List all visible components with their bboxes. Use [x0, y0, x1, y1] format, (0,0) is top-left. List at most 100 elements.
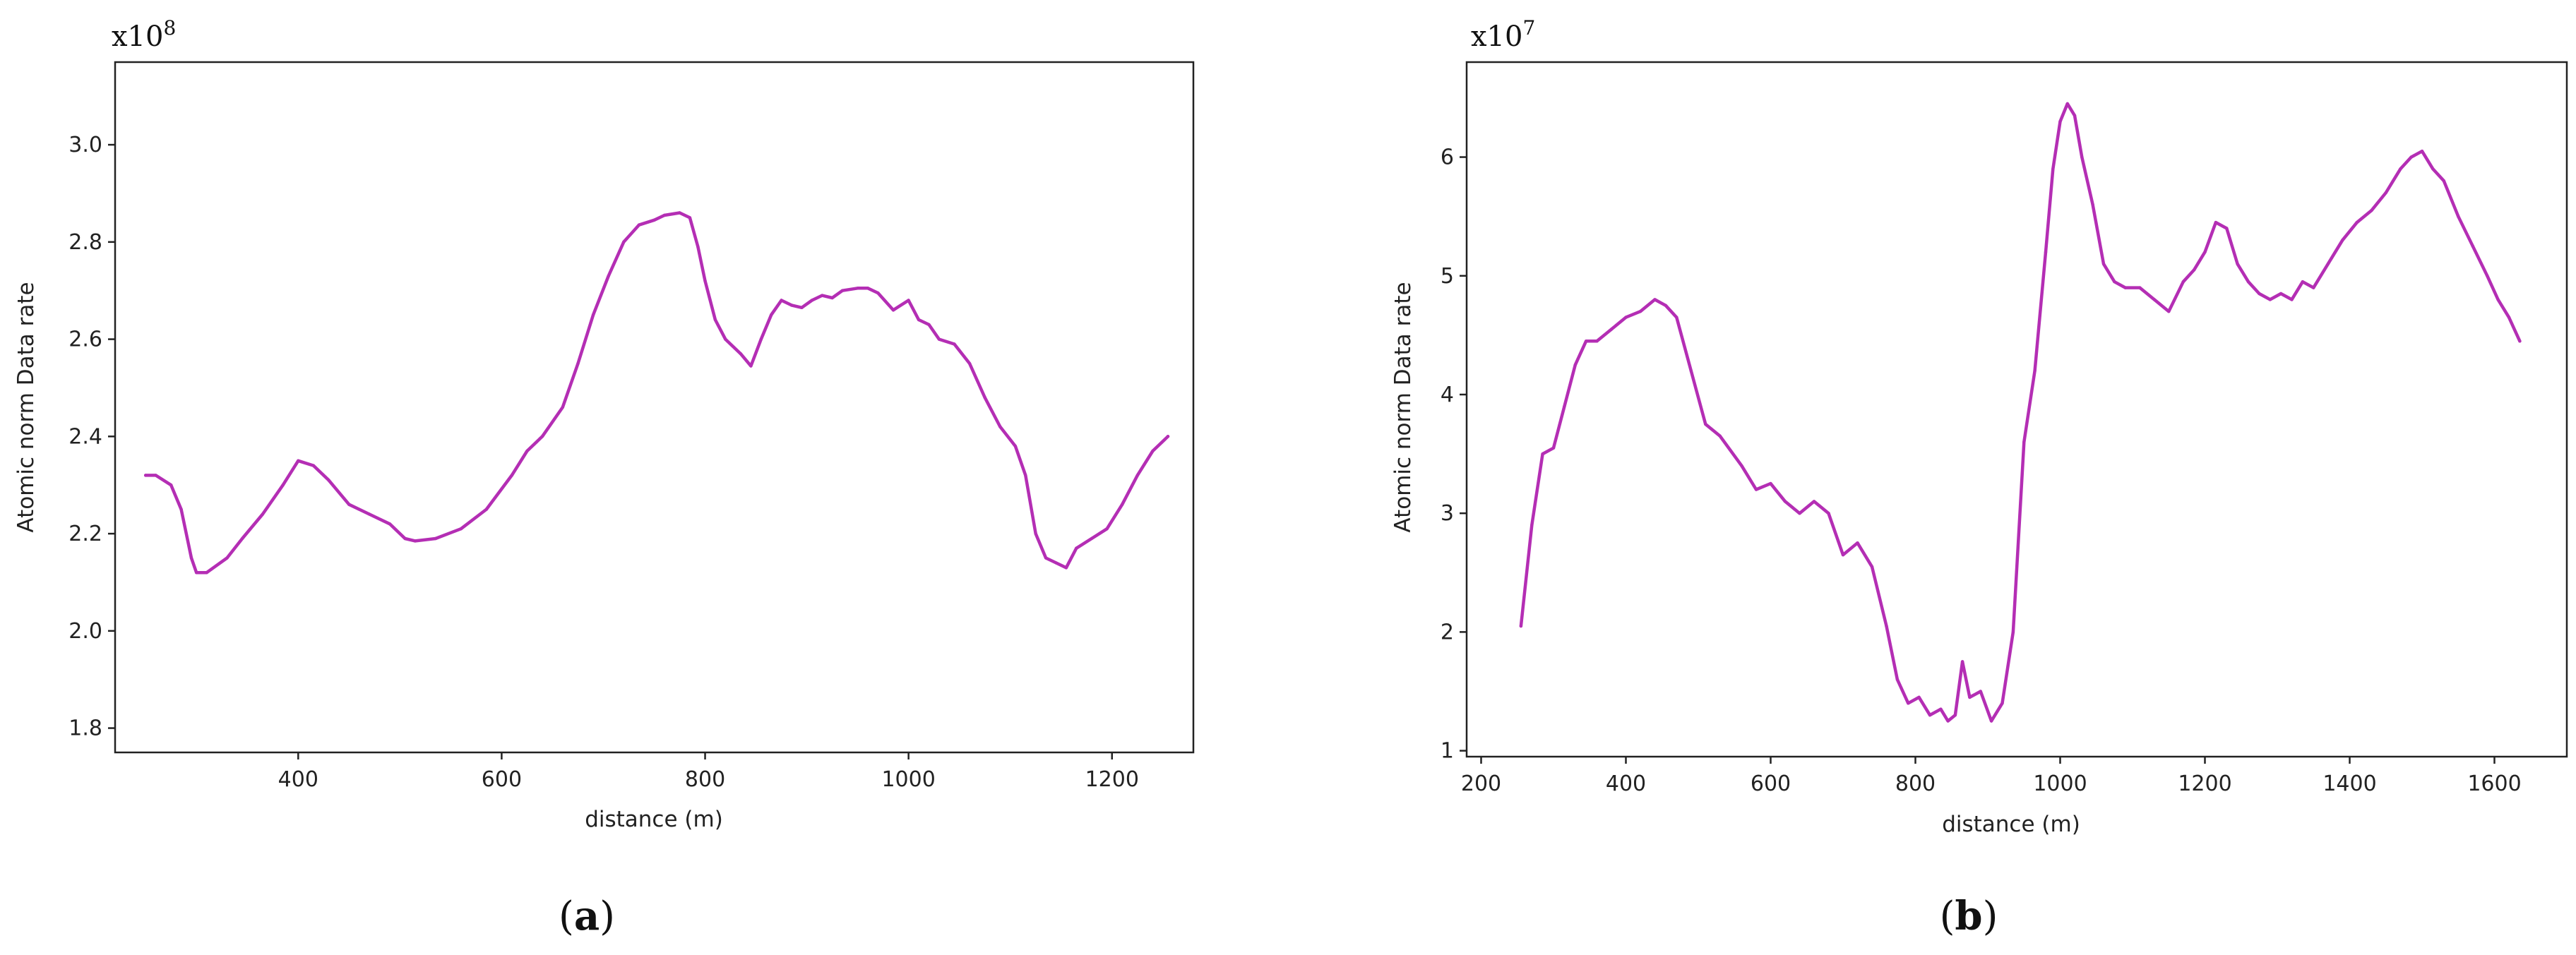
data-point [2091, 203, 2094, 206]
chart-panel-b: x107 1 2 3 4 5 6 200 400 600 800 1000 1200 1400 1600… [1390, 16, 2568, 939]
x-tick-label: 1200 [1085, 767, 1139, 792]
data-point [2457, 215, 2460, 218]
data-point [2486, 274, 2489, 277]
x-tick-label: 800 [685, 767, 725, 792]
x-tick-label: 200 [1461, 771, 1501, 796]
x-tick-label: 800 [1895, 771, 1936, 796]
data-point [1551, 446, 1556, 450]
x-ticks-b: 200 400 600 800 1000 1200 1400 1600 [1461, 757, 2522, 796]
data-point [937, 337, 941, 341]
y-axis-label-a: Atomic norm Data rate [13, 282, 39, 532]
data-point [998, 425, 1002, 428]
data-point [1827, 512, 1830, 515]
data-point [2471, 244, 2474, 248]
data-point [2138, 286, 2142, 289]
data-point [388, 522, 392, 526]
data-point [1812, 500, 1816, 503]
data-point [703, 279, 707, 283]
data-point [1841, 553, 1845, 557]
data-point [2312, 286, 2315, 289]
y-tick-label: 6 [1441, 145, 1454, 170]
data-point [967, 361, 972, 366]
x-tick-label: 1200 [2178, 771, 2231, 796]
y-tick-label: 2.6 [68, 328, 102, 352]
data-point [724, 337, 727, 341]
data-point [2022, 440, 2026, 444]
data-point [1968, 695, 1972, 699]
data-point [1856, 541, 1859, 545]
data-point [144, 474, 148, 477]
data-point [1704, 422, 1707, 426]
data-point [1638, 310, 1642, 313]
data-point [561, 405, 564, 409]
data-point [1075, 546, 1078, 550]
data-point [205, 571, 208, 575]
data-point [876, 291, 880, 295]
data-point [2214, 220, 2218, 224]
data-point [591, 313, 595, 317]
data-point [1135, 474, 1140, 477]
data-point [2268, 298, 2272, 301]
data-point [525, 449, 529, 453]
data-point [2507, 316, 2511, 319]
plot-frame-b [1465, 61, 2568, 758]
data-point [1054, 561, 1058, 565]
data-point [297, 459, 300, 462]
y-tick-label: 4 [1441, 383, 1454, 407]
data-point [169, 483, 173, 487]
y-tick-label: 2.0 [68, 619, 102, 644]
data-point [1151, 449, 1155, 453]
y-tick-label: 5 [1441, 264, 1454, 289]
data-point [1664, 304, 1668, 307]
y-ticks-a: 1.8 2.0 2.2 2.4 2.6 2.8 3.0 [68, 133, 115, 741]
data-point [1718, 434, 1722, 438]
data-point [1044, 556, 1048, 560]
data-point [2080, 155, 2084, 159]
data-point [1917, 695, 1921, 699]
data-point [2246, 280, 2250, 284]
data-point [1563, 404, 1566, 408]
data-point [713, 318, 717, 322]
y-multiplier-b: x107 [1471, 16, 1535, 53]
data-point [1609, 328, 1614, 331]
x-tick-label: 600 [482, 767, 522, 792]
data-point [800, 306, 804, 309]
data-point [2384, 191, 2387, 195]
data-point [2073, 114, 2077, 117]
data-point [866, 287, 870, 290]
data-point [2051, 167, 2055, 171]
data-point [2326, 262, 2330, 266]
data-point [2123, 286, 2127, 289]
data-point [2058, 119, 2062, 124]
data-point [1989, 719, 1993, 723]
data-point [2355, 220, 2359, 224]
data-point [1105, 527, 1109, 531]
x-tick-label: 1000 [2033, 771, 2087, 796]
data-point [1653, 298, 1657, 301]
data-point [637, 223, 641, 227]
data-point [1530, 523, 1534, 527]
data-point [1024, 474, 1027, 477]
x-ticks-a: 400 600 800 1000 1200 [278, 752, 1139, 792]
data-point [1689, 369, 1693, 373]
data-point [1907, 702, 1910, 705]
data-point [2409, 155, 2413, 159]
data-point [1928, 713, 1932, 717]
data-point [240, 536, 244, 541]
data-point [662, 213, 667, 217]
data-point [281, 483, 285, 487]
data-point [2000, 702, 2004, 705]
data-point [1675, 316, 1678, 319]
data-point [2113, 280, 2116, 284]
data-point [2167, 310, 2171, 313]
x-tick-label: 400 [278, 767, 318, 792]
data-point [810, 299, 814, 302]
data-point [2181, 280, 2185, 284]
data-point [917, 318, 921, 322]
data-point [1090, 536, 1094, 541]
data-point [2065, 102, 2069, 106]
data-point [1166, 435, 1170, 438]
data-point [907, 299, 910, 302]
data-point [927, 323, 931, 327]
data-point [195, 571, 198, 575]
